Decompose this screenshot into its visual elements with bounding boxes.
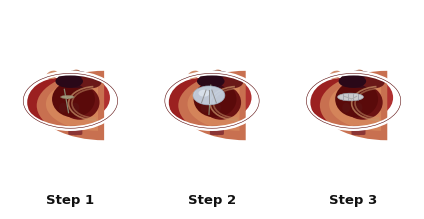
Ellipse shape (72, 70, 81, 76)
Ellipse shape (338, 75, 366, 88)
Ellipse shape (193, 86, 225, 105)
Ellipse shape (87, 75, 97, 81)
Ellipse shape (199, 77, 251, 118)
Ellipse shape (169, 78, 233, 127)
Ellipse shape (229, 75, 238, 81)
Wedge shape (320, 71, 387, 140)
Ellipse shape (56, 75, 83, 88)
Ellipse shape (355, 70, 364, 76)
Ellipse shape (201, 103, 209, 113)
Text: Step 3: Step 3 (329, 194, 378, 207)
Ellipse shape (199, 71, 234, 88)
Ellipse shape (343, 85, 383, 120)
Ellipse shape (335, 81, 378, 117)
Ellipse shape (362, 75, 385, 88)
Ellipse shape (58, 71, 93, 88)
Wedge shape (329, 77, 381, 131)
Ellipse shape (58, 77, 110, 118)
Text: Step 1: Step 1 (46, 194, 95, 207)
Ellipse shape (60, 85, 100, 120)
Ellipse shape (71, 103, 79, 113)
Ellipse shape (213, 103, 221, 113)
Wedge shape (179, 71, 245, 140)
FancyBboxPatch shape (210, 126, 224, 135)
Ellipse shape (61, 95, 74, 99)
Wedge shape (46, 77, 98, 131)
Ellipse shape (46, 71, 58, 79)
FancyBboxPatch shape (351, 126, 365, 135)
Wedge shape (37, 71, 104, 140)
Ellipse shape (78, 75, 102, 88)
Ellipse shape (201, 85, 241, 120)
Ellipse shape (341, 71, 376, 88)
Ellipse shape (354, 103, 363, 113)
Ellipse shape (353, 126, 364, 135)
Ellipse shape (212, 126, 223, 135)
FancyBboxPatch shape (68, 126, 82, 135)
Ellipse shape (342, 103, 350, 113)
Ellipse shape (194, 81, 237, 117)
Ellipse shape (220, 75, 243, 88)
Ellipse shape (341, 77, 393, 118)
Wedge shape (187, 77, 240, 131)
Ellipse shape (188, 71, 200, 79)
Ellipse shape (371, 75, 379, 81)
Ellipse shape (27, 78, 92, 127)
Ellipse shape (52, 81, 95, 117)
Ellipse shape (59, 103, 67, 113)
Ellipse shape (70, 126, 81, 135)
Ellipse shape (214, 70, 223, 76)
Ellipse shape (198, 90, 209, 97)
Ellipse shape (329, 71, 341, 79)
Ellipse shape (197, 75, 225, 88)
Text: Step 2: Step 2 (188, 194, 236, 207)
Ellipse shape (338, 93, 363, 101)
Ellipse shape (310, 78, 375, 127)
